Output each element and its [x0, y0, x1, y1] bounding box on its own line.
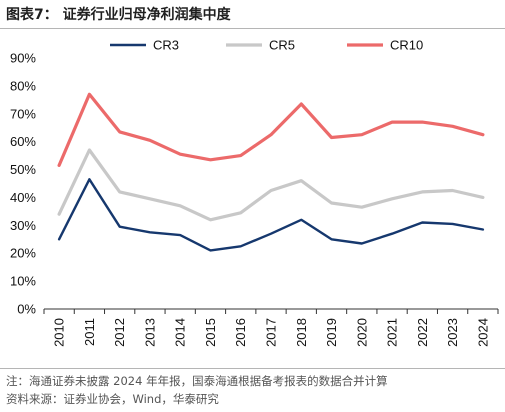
y-tick-label: 30% [10, 218, 36, 233]
chart-title: 图表7： 证券行业归母净利润集中度 [6, 7, 231, 23]
x-tick-label: 2020 [354, 318, 369, 347]
x-tick-label: 2023 [445, 318, 460, 347]
x-tick-label: 2011 [82, 318, 97, 346]
x-tick-label: 2022 [415, 318, 430, 347]
title-divider [0, 28, 505, 29]
legend: CR3 CR5 CR10 [110, 38, 423, 53]
y-tick-label: 0% [17, 302, 36, 317]
legend-label-cr5: CR5 [269, 38, 295, 53]
y-tick-label: 50% [10, 162, 36, 177]
x-tick-label: 2012 [112, 318, 127, 347]
y-tick-label: 20% [10, 246, 36, 261]
x-tick-label: 2015 [203, 318, 218, 347]
plot-area [57, 92, 485, 252]
footnote-note: 注：海通证券未披露 2024 年年报，国泰海通根据备考报表的数据合并计算 [6, 374, 388, 388]
x-tick-label: 2018 [294, 318, 309, 347]
series-line-cr10 [57, 92, 485, 167]
line-chart: CR3 CR5 CR10 0% 10% 20% 30% 40% 50% 60% 70% 80% 90%… [10, 38, 499, 347]
x-tick-label: 2024 [475, 318, 490, 347]
x-tick-label: 2010 [52, 318, 67, 347]
x-tick-label: 2021 [385, 318, 400, 347]
footnote-source: 资料来源：证券业协会，Wind，华泰研究 [6, 392, 219, 406]
footnote-divider [0, 368, 505, 369]
y-axis: 0% 10% 20% 30% 40% 50% 60% 70% 80% 90% [10, 51, 36, 317]
x-tick-label: 2014 [173, 318, 188, 347]
x-tick-label: 2016 [233, 318, 248, 347]
y-tick-label: 10% [10, 274, 36, 289]
series-line-cr3 [57, 178, 485, 252]
y-tick-label: 60% [10, 134, 36, 149]
y-tick-label: 90% [10, 51, 36, 66]
x-tick-label: 2013 [142, 318, 157, 347]
series-line-cr5 [57, 148, 485, 222]
x-tick-label: 2019 [324, 318, 339, 347]
x-tick-label: 2017 [264, 318, 279, 347]
legend-label-cr10: CR10 [390, 38, 423, 53]
y-tick-label: 80% [10, 78, 36, 93]
y-tick-label: 70% [10, 106, 36, 121]
legend-label-cr3: CR3 [153, 38, 179, 53]
y-tick-label: 40% [10, 190, 36, 205]
x-axis: 2010 2011 2012 2013 2014 2015 2016 2017 2018 2019… [43, 308, 499, 347]
